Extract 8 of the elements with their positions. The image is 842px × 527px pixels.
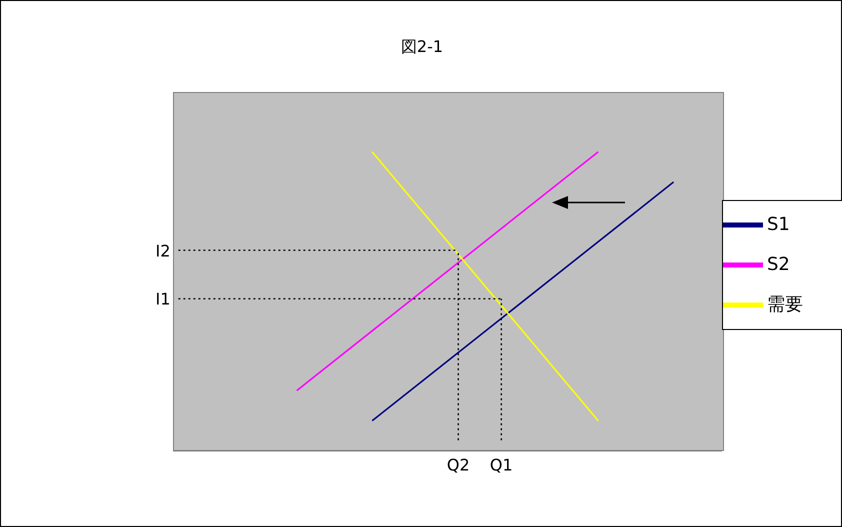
legend-label: S1 bbox=[767, 213, 790, 234]
x-tick-label: Q2 bbox=[446, 455, 470, 474]
legend-label: S2 bbox=[767, 253, 790, 274]
legend-label: 需要 bbox=[767, 293, 803, 314]
chart-title: 図2-1 bbox=[400, 37, 444, 58]
x-tick-label: Q1 bbox=[490, 455, 513, 474]
series-label: I2 bbox=[155, 241, 170, 260]
series-label: I1 bbox=[155, 290, 170, 309]
